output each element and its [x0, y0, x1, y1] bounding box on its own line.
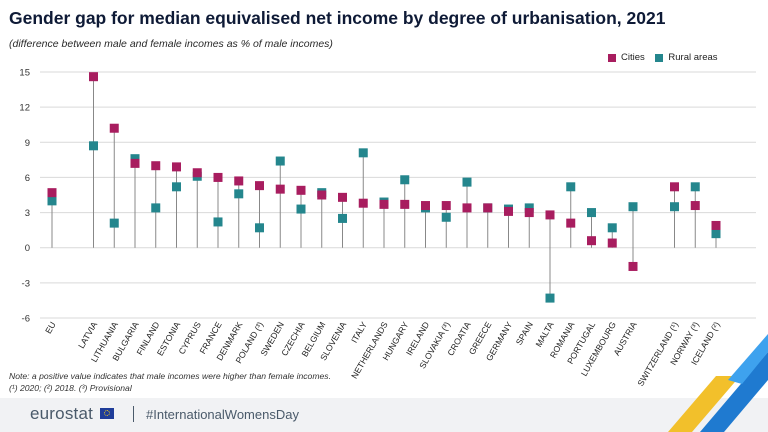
rural-point [255, 223, 264, 233]
cities-point [379, 199, 389, 209]
legend: Cities Rural areas [600, 52, 718, 65]
rural-point [400, 175, 410, 185]
hashtag-link[interactable]: #InternationalWomensDay [146, 407, 299, 422]
legend-label-rural: Rural areas [668, 52, 718, 63]
rural-point [711, 229, 721, 239]
rural-point [338, 213, 347, 223]
rural-point [628, 202, 638, 212]
cities-point [711, 220, 721, 230]
rural-point [690, 182, 700, 192]
y-tick-label: 3 [25, 208, 30, 219]
rural-point [151, 203, 161, 213]
rural-point [524, 203, 534, 213]
cities-point [317, 190, 327, 200]
cities-point [690, 201, 700, 211]
cities-point [545, 210, 555, 220]
y-tick-label: 12 [19, 103, 30, 114]
x-tick-label: EU [43, 320, 58, 335]
rural-point [358, 148, 368, 158]
footer-divider [133, 406, 134, 422]
cities-point [213, 172, 223, 182]
rural-point [89, 141, 98, 151]
rural-point [296, 204, 306, 214]
footer-bar [0, 398, 768, 432]
footnote-line-1: Note: a positive value indicates that ma… [9, 371, 331, 381]
rural-point [441, 212, 451, 222]
cities-point [483, 203, 493, 213]
rural-point [47, 196, 57, 206]
cities-point [607, 238, 617, 248]
cities-point [255, 181, 264, 191]
eurostat-logo[interactable]: eurostat [30, 404, 94, 423]
cities-point [358, 198, 368, 208]
cities-point [524, 208, 534, 218]
y-tick-label: 6 [25, 173, 30, 184]
cities-point [421, 201, 430, 211]
y-tick-label: -6 [22, 314, 30, 325]
legend-item-rural: Rural areas [655, 52, 718, 63]
cities-point [151, 161, 161, 171]
cities-point [89, 72, 98, 82]
rural-point [566, 182, 576, 192]
cities-point [109, 123, 119, 133]
cities-point [234, 176, 244, 186]
cities-point [130, 158, 140, 168]
rural-point [234, 189, 244, 199]
rural-point [130, 154, 140, 164]
cities-point [504, 206, 513, 216]
legend-swatch-cities [608, 53, 616, 62]
y-tick-label: 15 [19, 68, 30, 79]
rural-point [213, 217, 223, 227]
rural-point [172, 182, 181, 192]
cities-point [338, 192, 347, 202]
footnote: Note: a positive value indicates that ma… [9, 370, 331, 394]
cities-point [566, 218, 576, 228]
y-tick-label: 9 [25, 138, 30, 149]
rural-point [607, 223, 617, 233]
rural-point [462, 177, 472, 187]
y-tick-label: 0 [25, 243, 30, 254]
rural-point [109, 218, 119, 228]
cities-point [192, 168, 202, 178]
cities-point [47, 188, 57, 198]
chart-subtitle: (difference between male and female inco… [9, 38, 333, 50]
rural-point [670, 202, 679, 212]
legend-label-cities: Cities [621, 52, 645, 63]
cities-point [172, 162, 181, 172]
cities-point [670, 182, 679, 192]
cities-point [400, 199, 410, 209]
cities-point [587, 236, 596, 246]
cities-point [628, 261, 638, 271]
rural-point [275, 156, 285, 166]
cities-point [462, 203, 472, 213]
rural-point [587, 208, 596, 218]
x-tick-label: MALTA [533, 320, 555, 349]
x-tick-label: SPAIN [514, 320, 535, 347]
chart-title: Gender gap for median equivalised net in… [9, 8, 666, 28]
legend-swatch-rural [655, 53, 664, 62]
footnote-line-2: (¹) 2020; (²) 2018. (³) Provisional [9, 383, 132, 393]
cities-point [275, 184, 285, 194]
y-tick-label: -3 [22, 278, 30, 289]
legend-item-cities: Cities [608, 52, 645, 63]
cities-point [441, 201, 451, 211]
eu-flag-icon [100, 408, 114, 419]
cities-point [296, 185, 306, 195]
x-tick-label: ITALY [349, 320, 369, 345]
rural-point [545, 293, 555, 303]
